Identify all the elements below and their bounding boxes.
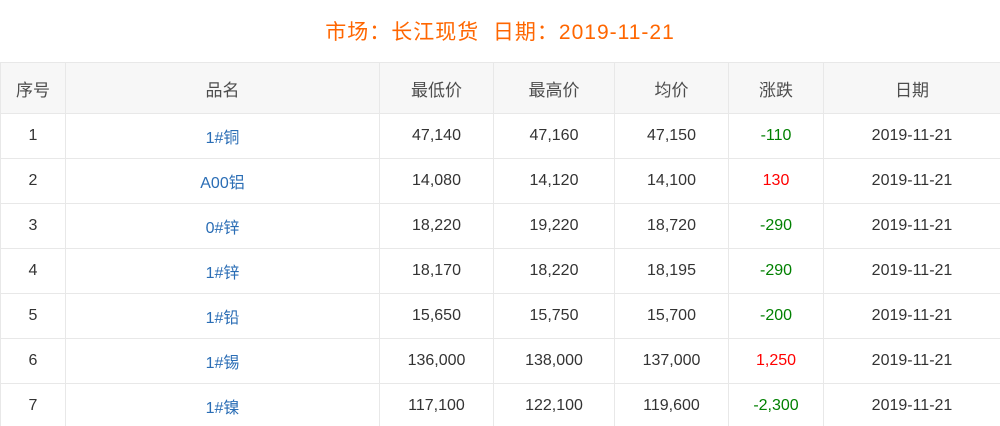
product-link[interactable]: A00铝 xyxy=(200,175,245,192)
product-name-cell: 1#镍 xyxy=(65,383,380,426)
avg-price-cell: 137,000 xyxy=(614,338,729,384)
column-header-high: 最高价 xyxy=(493,62,615,114)
low-price-cell: 136,000 xyxy=(379,338,494,384)
low-price-cell: 47,140 xyxy=(379,113,494,159)
product-link[interactable]: 1#铜 xyxy=(205,130,240,147)
product-link[interactable]: 1#锌 xyxy=(205,265,240,282)
title-bar: 市场：长江现货 日期：2019-11-21 xyxy=(0,0,1000,62)
high-price-cell: 18,220 xyxy=(493,248,615,294)
date-cell: 2019-11-21 xyxy=(823,338,1000,384)
page-title: 市场：长江现货 日期：2019-11-21 xyxy=(325,21,675,44)
table-header-row: 序号 品名 最低价 最高价 均价 涨跌 日期 xyxy=(0,62,1000,114)
column-header-avg: 均价 xyxy=(614,62,729,114)
row-number-cell: 6 xyxy=(0,338,66,384)
product-link[interactable]: 1#锡 xyxy=(205,355,240,372)
table-body: 1 1#铜 47,140 47,160 47,150 -110 2019-11-21 2 A00… xyxy=(0,113,1000,426)
product-name-cell: 0#锌 xyxy=(65,203,380,249)
product-name-cell: 1#锡 xyxy=(65,338,380,384)
avg-price-cell: 18,195 xyxy=(614,248,729,294)
date-cell: 2019-11-21 xyxy=(823,248,1000,294)
row-number-cell: 4 xyxy=(0,248,66,294)
product-link[interactable]: 0#锌 xyxy=(205,220,240,237)
table-row: 5 1#铅 15,650 15,750 15,700 -200 2019-11-21 xyxy=(0,293,1000,339)
price-table: 序号 品名 最低价 最高价 均价 涨跌 日期 1 1#铜 47,140 47,160 47,150-… xyxy=(0,62,1000,426)
row-number-cell: 5 xyxy=(0,293,66,339)
low-price-cell: 18,220 xyxy=(379,203,494,249)
high-price-cell: 47,160 xyxy=(493,113,615,159)
row-number-cell: 3 xyxy=(0,203,66,249)
product-name-cell: A00铝 xyxy=(65,158,380,204)
column-header-low: 最低价 xyxy=(379,62,494,114)
column-header-no: 序号 xyxy=(0,62,66,114)
column-header-name: 品名 xyxy=(65,62,380,114)
date-cell: 2019-11-21 xyxy=(823,293,1000,339)
change-cell: 130 xyxy=(728,158,824,204)
high-price-cell: 14,120 xyxy=(493,158,615,204)
change-cell: -290 xyxy=(728,203,824,249)
high-price-cell: 138,000 xyxy=(493,338,615,384)
product-link[interactable]: 1#铅 xyxy=(205,310,240,327)
avg-price-cell: 18,720 xyxy=(614,203,729,249)
avg-price-cell: 15,700 xyxy=(614,293,729,339)
change-cell: -110 xyxy=(728,113,824,159)
change-cell: -2,300 xyxy=(728,383,824,426)
date-cell: 2019-11-21 xyxy=(823,158,1000,204)
column-header-change: 涨跌 xyxy=(728,62,824,114)
product-name-cell: 1#铜 xyxy=(65,113,380,159)
avg-price-cell: 119,600 xyxy=(614,383,729,426)
row-number-cell: 2 xyxy=(0,158,66,204)
avg-price-cell: 47,150 xyxy=(614,113,729,159)
table-row: 4 1#锌 18,170 18,220 18,195 -290 2019-11-21 xyxy=(0,248,1000,294)
table-row: 6 1#锡 136,000 138,000 137,000 1,250 2019-11-21 xyxy=(0,338,1000,384)
date-cell: 2019-11-21 xyxy=(823,203,1000,249)
change-cell: 1,250 xyxy=(728,338,824,384)
avg-price-cell: 14,100 xyxy=(614,158,729,204)
product-name-cell: 1#铅 xyxy=(65,293,380,339)
product-name-cell: 1#锌 xyxy=(65,248,380,294)
date-cell: 2019-11-21 xyxy=(823,113,1000,159)
high-price-cell: 19,220 xyxy=(493,203,615,249)
low-price-cell: 14,080 xyxy=(379,158,494,204)
change-cell: -290 xyxy=(728,248,824,294)
change-cell: -200 xyxy=(728,293,824,339)
column-header-date: 日期 xyxy=(823,62,1000,114)
low-price-cell: 15,650 xyxy=(379,293,494,339)
date-cell: 2019-11-21 xyxy=(823,383,1000,426)
row-number-cell: 7 xyxy=(0,383,66,426)
low-price-cell: 18,170 xyxy=(379,248,494,294)
high-price-cell: 15,750 xyxy=(493,293,615,339)
product-link[interactable]: 1#镍 xyxy=(205,400,240,417)
table-row: 3 0#锌 18,220 19,220 18,720 -290 2019-11-21 xyxy=(0,203,1000,249)
table-row: 7 1#镍 117,100 122,100 119,600 -2,300 2019-11-2… xyxy=(0,383,1000,426)
table-row: 2 A00铝 14,080 14,120 14,100 130 2019-11-21 xyxy=(0,158,1000,204)
high-price-cell: 122,100 xyxy=(493,383,615,426)
low-price-cell: 117,100 xyxy=(379,383,494,426)
table-row: 1 1#铜 47,140 47,160 47,150 -110 2019-11-21 xyxy=(0,113,1000,159)
row-number-cell: 1 xyxy=(0,113,66,159)
